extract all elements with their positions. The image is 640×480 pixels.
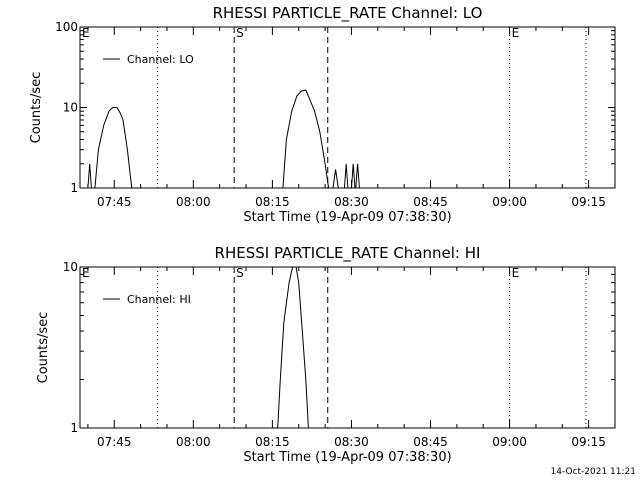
marker-label: E bbox=[82, 266, 90, 280]
series-line bbox=[277, 266, 309, 429]
series-line bbox=[87, 163, 92, 189]
marker-label: E bbox=[512, 266, 520, 280]
series-line bbox=[355, 163, 360, 189]
y-tick-label: 100 bbox=[55, 20, 78, 34]
legend-label: Channel: HI bbox=[127, 293, 191, 306]
y-axis-label: Counts/sec bbox=[29, 72, 44, 144]
hi-channel-panel: RHESSI PARTICLE_RATE Channel: HI Counts/s… bbox=[36, 244, 616, 465]
series-line bbox=[343, 163, 349, 189]
x-tick-label: 08:30 bbox=[334, 195, 369, 209]
y-tick-label: 1 bbox=[70, 181, 78, 195]
x-axis-label: Start Time (19-Apr-09 07:38:30) bbox=[243, 210, 451, 225]
marker-label: E bbox=[82, 26, 90, 40]
x-tick-label: 08:15 bbox=[255, 435, 290, 449]
marker-label: E bbox=[512, 26, 520, 40]
x-tick-label: 08:30 bbox=[334, 435, 369, 449]
series-line bbox=[332, 169, 339, 189]
chart-title: RHESSI PARTICLE_RATE Channel: LO bbox=[213, 4, 483, 23]
y-tick-label: 10 bbox=[63, 101, 78, 115]
series-line bbox=[94, 107, 133, 189]
plot-frame bbox=[79, 266, 616, 429]
x-tick-label: 08:15 bbox=[255, 195, 290, 209]
x-tick-label: 09:15 bbox=[571, 435, 606, 449]
legend-label: Channel: LO bbox=[127, 53, 194, 66]
marker-label: S bbox=[236, 26, 244, 40]
x-tick-label: 09:15 bbox=[571, 195, 606, 209]
marker-label: S bbox=[236, 266, 244, 280]
x-tick-label: 07:45 bbox=[97, 435, 132, 449]
x-tick-label: 07:45 bbox=[97, 195, 132, 209]
timestamp-footer: 14-Oct-2021 11:21 bbox=[551, 467, 636, 477]
plot-frame bbox=[79, 26, 616, 189]
y-tick-label: 10 bbox=[63, 260, 78, 274]
x-axis-label: Start Time (19-Apr-09 07:38:30) bbox=[243, 450, 451, 465]
x-tick-label: 08:45 bbox=[413, 195, 448, 209]
x-tick-label: 08:45 bbox=[413, 435, 448, 449]
x-tick-label: 08:00 bbox=[176, 195, 211, 209]
x-tick-label: 08:00 bbox=[176, 435, 211, 449]
x-tick-label: 09:00 bbox=[492, 435, 527, 449]
x-tick-label: 09:00 bbox=[492, 195, 527, 209]
series-line bbox=[351, 163, 356, 189]
chart-title: RHESSI PARTICLE_RATE Channel: HI bbox=[215, 244, 481, 263]
y-tick-label: 1 bbox=[70, 421, 78, 435]
y-axis-label: Counts/sec bbox=[36, 312, 51, 384]
series-line bbox=[282, 89, 330, 189]
lo-channel-panel: RHESSI PARTICLE_RATE Channel: LO Counts/s… bbox=[29, 4, 616, 225]
